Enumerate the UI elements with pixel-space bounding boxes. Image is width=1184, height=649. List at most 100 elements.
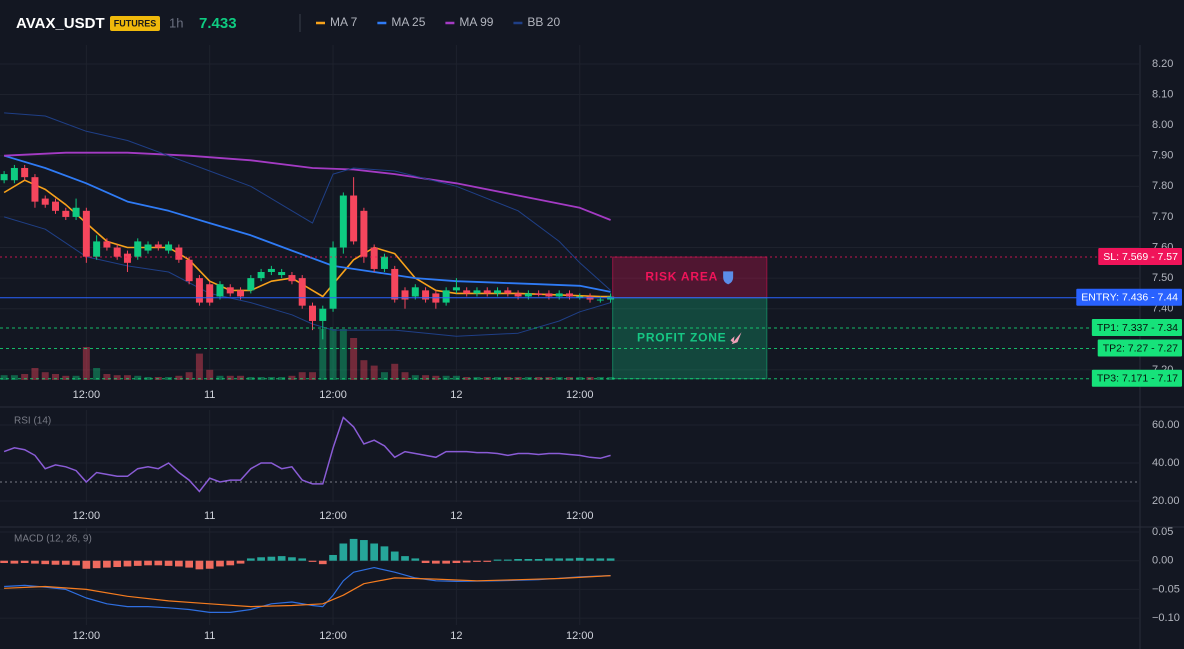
histogram-bar bbox=[318, 560, 327, 565]
candle-body bbox=[411, 287, 419, 297]
ma-line bbox=[3, 154, 611, 293]
level-label: TP3: 7.171 - 7.17 bbox=[1097, 373, 1178, 385]
volume-bar bbox=[175, 375, 183, 380]
histogram-bar bbox=[586, 558, 594, 561]
histogram-bar bbox=[288, 557, 296, 561]
volume-bar bbox=[463, 377, 471, 380]
candle-body bbox=[350, 195, 358, 242]
candle-body bbox=[93, 241, 101, 257]
x-tick-label: 12:00 bbox=[566, 389, 594, 401]
histogram-bar bbox=[82, 560, 91, 569]
histogram-bar bbox=[442, 560, 450, 564]
panel bbox=[0, 45, 1140, 380]
candle-body bbox=[319, 308, 327, 321]
candle-body bbox=[473, 290, 481, 294]
histogram-bar bbox=[524, 558, 533, 561]
candle-body bbox=[216, 284, 224, 297]
volume-bar bbox=[72, 375, 80, 380]
volume-bar bbox=[329, 329, 337, 380]
candle-body bbox=[134, 241, 142, 257]
y-tick-label: −0.10 bbox=[1152, 612, 1180, 624]
bb-upper bbox=[4, 112, 611, 291]
candle-body bbox=[247, 278, 255, 291]
volume-bar bbox=[452, 375, 460, 380]
panel-title: MACD (12, 26, 9) bbox=[14, 534, 92, 545]
y-tick-label: 40.00 bbox=[1152, 457, 1180, 469]
level-label: SL: 7.569 - 7.57 bbox=[1103, 251, 1178, 263]
zone-label: PROFIT ZONE bbox=[637, 330, 726, 344]
histogram-bar bbox=[164, 560, 173, 566]
volume-bar bbox=[380, 372, 388, 380]
volume-bar bbox=[144, 377, 152, 380]
x-tick-label: 11 bbox=[204, 630, 215, 642]
y-tick-label: 8.00 bbox=[1152, 119, 1173, 131]
candle-body bbox=[370, 247, 378, 269]
y-tick-label: 8.20 bbox=[1152, 58, 1173, 70]
x-tick-label: 11 bbox=[204, 389, 215, 401]
level-label: ENTRY: 7.436 - 7.44 bbox=[1081, 291, 1178, 303]
volume-bar bbox=[309, 372, 316, 380]
histogram-bar bbox=[113, 560, 122, 568]
histogram-bar bbox=[483, 560, 492, 562]
volume-bar bbox=[422, 375, 430, 380]
legend-label: MA 7 bbox=[330, 15, 358, 29]
histogram-bar bbox=[72, 560, 80, 566]
x-tick-label: 12:00 bbox=[566, 510, 594, 522]
candle-body bbox=[463, 290, 471, 294]
legend-label: MA 25 bbox=[391, 15, 425, 29]
histogram-bar bbox=[339, 543, 348, 561]
y-tick-label: 7.90 bbox=[1152, 150, 1173, 162]
y-tick-label: −0.05 bbox=[1152, 583, 1180, 595]
candle-body bbox=[21, 167, 29, 178]
x-tick-label: 11 bbox=[204, 510, 215, 522]
histogram-bar bbox=[545, 558, 553, 561]
x-tick-label: 12 bbox=[450, 389, 462, 401]
volume-bar bbox=[576, 377, 584, 380]
y-tick-label: 20.00 bbox=[1152, 495, 1180, 507]
panel bbox=[0, 410, 1140, 502]
histogram-bar bbox=[144, 560, 152, 566]
volume-bar bbox=[93, 368, 101, 380]
candle-body bbox=[329, 247, 337, 309]
histogram-bar bbox=[298, 558, 307, 561]
histogram-bar bbox=[503, 559, 512, 561]
candle-body bbox=[226, 287, 234, 294]
candle-body bbox=[10, 167, 18, 181]
histogram-bar bbox=[308, 560, 317, 562]
last-price: 7.433 bbox=[199, 15, 237, 32]
volume-bar bbox=[607, 377, 615, 380]
candle-body bbox=[422, 290, 430, 300]
candle-body bbox=[288, 275, 296, 282]
volume-bar bbox=[278, 377, 286, 380]
candle-body bbox=[442, 290, 450, 303]
histogram-bar bbox=[51, 560, 60, 565]
histogram-bar bbox=[596, 558, 605, 561]
level-label-bg bbox=[1091, 369, 1182, 387]
rocket-icon bbox=[730, 332, 742, 345]
candle-body bbox=[452, 287, 460, 291]
histogram-bar bbox=[257, 557, 265, 561]
volume-bar bbox=[31, 368, 39, 380]
level-label-bg bbox=[1091, 318, 1182, 336]
histogram-bar bbox=[175, 560, 183, 567]
x-tick-label: 12:00 bbox=[73, 630, 101, 642]
panel bbox=[0, 528, 1140, 625]
level-label-bg bbox=[1098, 248, 1182, 266]
ma-line bbox=[4, 151, 611, 221]
histogram-bar bbox=[236, 560, 245, 564]
y-tick-label: 8.10 bbox=[1152, 88, 1173, 100]
volume-bar bbox=[370, 365, 378, 380]
interval: 1h bbox=[169, 15, 183, 30]
legend: MA 7 MA 25 MA 99 BB 20 bbox=[316, 15, 560, 29]
candle-body bbox=[103, 241, 111, 248]
histogram-bar bbox=[606, 558, 615, 561]
zone bbox=[612, 297, 768, 380]
candle-body bbox=[267, 268, 275, 273]
volume-bar bbox=[10, 375, 18, 380]
histogram-bar bbox=[575, 557, 584, 561]
candle-body bbox=[154, 244, 162, 248]
candle-body bbox=[524, 293, 532, 297]
volume-bar bbox=[195, 353, 203, 380]
